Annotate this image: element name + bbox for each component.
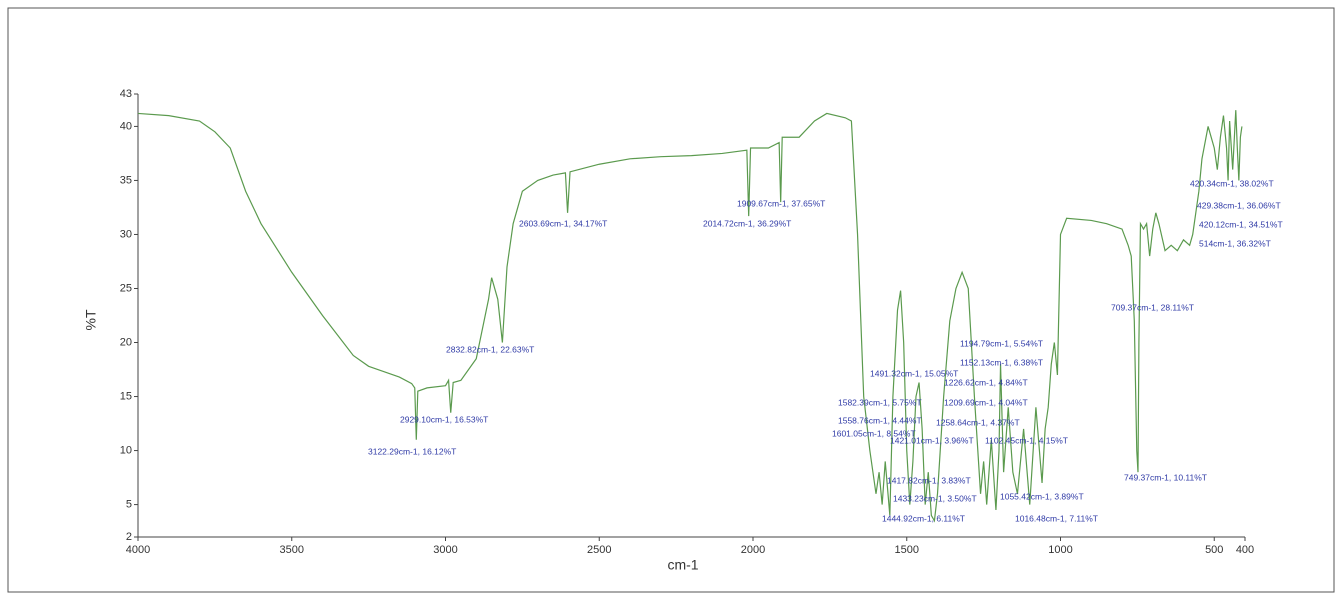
peak-annotation: 1417.82cm-1, 3.83%T	[887, 475, 971, 485]
peak-annotation: 429.38cm-1, 36.06%T	[1197, 200, 1281, 210]
peak-annotation: 1016.48cm-1, 7.11%T	[1015, 513, 1098, 523]
y-tick-label: 43	[120, 88, 132, 100]
x-tick-label: 1500	[895, 544, 919, 556]
x-tick-label: 4000	[126, 544, 150, 556]
y-tick-label: 35	[120, 174, 132, 186]
peak-annotation: 1226.62cm-1, 4.84%T	[944, 377, 1028, 387]
peak-annotation: 1491.32cm-1, 15.05%T	[870, 368, 958, 378]
y-tick-label: 20	[120, 336, 132, 348]
peak-annotation: 514cm-1, 36.32%T	[1199, 238, 1271, 248]
x-tick-label: 3000	[433, 544, 457, 556]
y-tick-label: 10	[120, 444, 132, 456]
peak-annotation: 1444.92cm-1, 6.11%T	[882, 513, 965, 523]
x-tick-label: 3500	[280, 544, 304, 556]
peak-annotation: 1433.23cm-1, 3.50%T	[893, 493, 977, 503]
peak-annotation: 420.12cm-1, 34.51%T	[1199, 219, 1283, 229]
y-tick-label: 15	[120, 390, 132, 402]
x-tick-label: 2500	[587, 544, 611, 556]
peak-annotation: 2603.69cm-1, 34.17%T	[519, 218, 607, 228]
x-axis-label: cm-1	[667, 557, 698, 573]
peak-annotation: 1582.39cm-1, 5.75%T	[838, 397, 922, 407]
peak-annotation: 1055.42cm-1, 3.89%T	[1000, 491, 1084, 501]
peak-annotation: 1194.79cm-1, 5.54%T	[960, 338, 1043, 348]
frame	[7, 7, 1335, 593]
y-tick-label: 40	[120, 120, 132, 132]
peak-annotation: 420.34cm-1, 38.02%T	[1190, 178, 1274, 188]
y-tick-label: 2	[126, 531, 132, 543]
spectrum-line	[137, 110, 1243, 523]
peak-annotation: 2929.10cm-1, 16.53%T	[400, 414, 488, 424]
x-tick-label: 400	[1236, 544, 1254, 556]
y-tick-label: 30	[120, 228, 132, 240]
y-tick-label: 5	[126, 498, 132, 510]
peak-annotation: 3122.29cm-1, 16.12%T	[368, 446, 456, 456]
peak-annotation: 749.37cm-1, 10.11%T	[1124, 472, 1207, 482]
peak-annotation: 1421.01cm-1, 3.96%T	[890, 435, 974, 445]
y-tick-label: 25	[120, 282, 132, 294]
peak-annotation: 709.37cm-1, 28.11%T	[1111, 302, 1194, 312]
x-tick-label: 1000	[1048, 544, 1072, 556]
peak-annotation: 1558.76cm-1, 4.44%T	[838, 415, 922, 425]
peak-annotation: 1209.69cm-1, 4.04%T	[944, 397, 1028, 407]
peak-annotation: 1102.45cm-1, 4.15%T	[985, 435, 1068, 445]
x-tick-label: 2000	[741, 544, 765, 556]
peak-annotation: 1909.67cm-1, 37.65%T	[737, 198, 825, 208]
peak-annotation: 2014.72cm-1, 36.29%T	[703, 218, 791, 228]
peak-annotation: 1152.13cm-1, 6.38%T	[960, 357, 1043, 367]
peak-annotation: 1601.05cm-1, 8.54%T	[832, 428, 916, 438]
x-tick-label: 500	[1205, 544, 1223, 556]
y-axis-label: %T	[83, 309, 99, 330]
peak-annotation: 1258.64cm-1, 4.37%T	[936, 417, 1020, 427]
peak-annotation: 2832.82cm-1, 22.63%T	[446, 344, 534, 354]
